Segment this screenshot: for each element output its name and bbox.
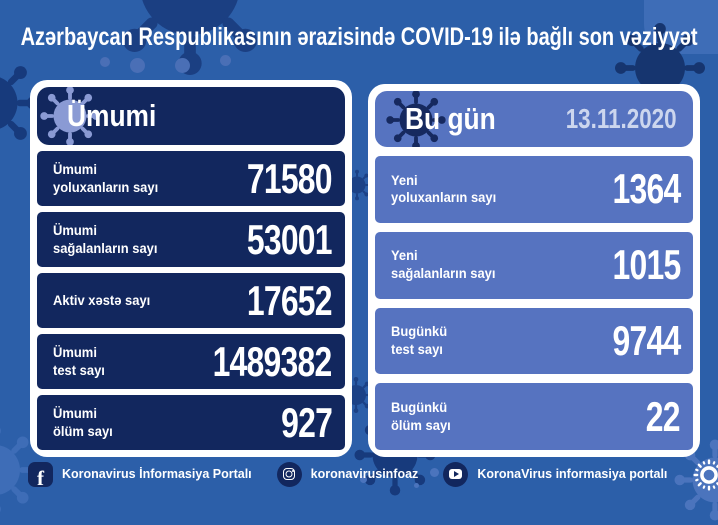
stat-row-today-tests: Bugünkü test sayı 9744 <box>375 307 693 375</box>
youtube-link[interactable]: KoronaVirus informasiya portalı <box>443 461 668 487</box>
youtube-label: KoronaVirus informasiya portalı <box>477 467 668 481</box>
koronavirus-logo: KoronaVirus info <box>692 457 718 492</box>
footer: f Koronavirus İnformasiya Portalı korona… <box>0 453 718 500</box>
facebook-icon: f <box>28 461 53 487</box>
stat-value: 71580 <box>247 154 333 202</box>
stat-row-total-recovered: Ümumi sağalanların sayı 53001 <box>37 212 345 267</box>
virus-sun-icon <box>693 458 718 491</box>
stat-row-new-infected: Yeni yoluxanların sayı 1364 <box>375 156 693 223</box>
page-title: Azərbaycan Respublikasının ərazisində CO… <box>0 0 718 74</box>
instagram-icon <box>276 461 302 487</box>
panel-total-title: Ümumi <box>67 98 157 133</box>
stat-label: Ümumi yoluxanların sayı <box>53 161 159 195</box>
stat-row-total-deaths: Ümumi ölüm sayı 927 <box>37 395 345 450</box>
stat-row-total-infected: Ümumi yoluxanların sayı 71580 <box>37 151 345 206</box>
stat-row-new-recovered: Yeni sağalanların sayı 1015 <box>375 231 693 299</box>
page-title-text: Azərbaycan Respublikasının ərazisində CO… <box>20 22 698 51</box>
stat-value: 9744 <box>612 316 681 364</box>
stat-row-active-cases: Aktiv xəstə sayı 17652 <box>37 273 345 328</box>
panel-today-title: Bu gün <box>405 101 496 136</box>
instagram-label: koronavirusinfoaz <box>310 467 419 481</box>
panel-today-header: Bu gün 13.11.2020 <box>375 91 693 147</box>
stat-row-today-deaths: Bugünkü ölüm sayı 22 <box>375 383 693 450</box>
stat-label: Bugünkü test sayı <box>391 324 448 357</box>
stat-label: Ümumi sağalanların sayı <box>53 222 158 256</box>
panel-total-header: Ümumi <box>37 87 345 145</box>
stat-label: Yeni sağalanların sayı <box>391 248 496 282</box>
report-date: 13.11.2020 <box>566 103 677 134</box>
panel-today: Bu gün 13.11.2020 Yeni yoluxanların sayı… <box>368 84 700 457</box>
facebook-label: Koronavirus İnformasiya Portalı <box>62 467 252 481</box>
instagram-link[interactable]: koronavirusinfoaz <box>276 461 419 487</box>
stat-value: 1489382 <box>213 337 333 385</box>
stat-label: Yeni yoluxanların sayı <box>391 172 497 206</box>
stat-value: 927 <box>281 398 333 446</box>
youtube-icon <box>443 461 469 487</box>
stat-value: 1015 <box>612 241 681 289</box>
stat-row-total-tests: Ümumi test sayı 1489382 <box>37 334 345 389</box>
stat-value: 1364 <box>612 165 681 213</box>
panel-total: Ümumi Ümumi yoluxanların sayı 71580 Ümum… <box>30 80 352 457</box>
stat-label: Bugünkü ölüm sayı <box>391 399 451 433</box>
stat-label: Ümumi test sayı <box>53 344 105 378</box>
stat-value: 22 <box>646 392 681 440</box>
stat-value: 17652 <box>247 276 333 324</box>
stat-value: 53001 <box>247 215 333 263</box>
facebook-link[interactable]: f Koronavirus İnformasiya Portalı <box>28 461 252 487</box>
stat-label: Aktiv xəstə sayı <box>53 292 151 308</box>
stat-label: Ümumi ölüm sayı <box>53 405 113 439</box>
